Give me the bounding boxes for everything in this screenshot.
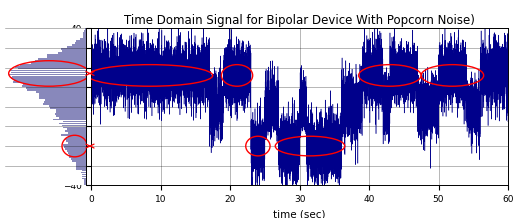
Bar bbox=[61, 48, 86, 50]
Bar bbox=[82, 177, 86, 179]
Bar bbox=[68, 132, 86, 134]
Bar bbox=[9, 73, 86, 75]
Title: Time Domain Signal for Bipolar Device With Popcorn Noise): Time Domain Signal for Bipolar Device Wi… bbox=[124, 14, 475, 27]
Bar bbox=[49, 105, 86, 107]
Bar bbox=[44, 101, 86, 103]
Bar bbox=[20, 64, 86, 66]
Bar bbox=[64, 146, 86, 148]
Bar bbox=[72, 44, 86, 46]
Bar bbox=[56, 111, 86, 113]
Bar bbox=[69, 154, 86, 156]
Bar bbox=[76, 162, 86, 164]
Bar bbox=[56, 109, 86, 111]
Bar bbox=[77, 166, 86, 168]
Bar bbox=[84, 179, 86, 181]
Bar bbox=[67, 46, 86, 48]
Bar bbox=[76, 168, 86, 170]
Bar bbox=[75, 42, 86, 44]
Bar bbox=[84, 181, 86, 183]
Bar bbox=[9, 70, 86, 72]
Bar bbox=[76, 40, 86, 42]
Bar bbox=[68, 136, 86, 138]
Bar bbox=[11, 72, 86, 73]
Bar bbox=[84, 28, 86, 30]
Bar bbox=[26, 87, 86, 89]
Bar bbox=[63, 121, 86, 123]
Bar bbox=[82, 175, 86, 177]
Bar bbox=[11, 77, 86, 79]
Bar bbox=[23, 83, 86, 85]
Bar bbox=[84, 183, 86, 185]
Bar bbox=[36, 91, 86, 93]
Bar bbox=[66, 140, 86, 142]
Bar bbox=[47, 56, 86, 58]
Bar bbox=[15, 66, 86, 68]
Bar bbox=[61, 50, 86, 52]
Bar bbox=[53, 119, 86, 121]
Bar bbox=[83, 34, 86, 36]
Bar bbox=[50, 107, 86, 109]
Bar bbox=[81, 170, 86, 172]
Bar bbox=[61, 134, 86, 136]
Bar bbox=[82, 174, 86, 175]
Bar bbox=[39, 97, 86, 99]
Bar bbox=[76, 164, 86, 166]
Bar bbox=[18, 68, 86, 70]
Bar bbox=[22, 85, 86, 87]
Bar bbox=[63, 126, 86, 128]
Bar bbox=[81, 172, 86, 174]
Bar bbox=[82, 36, 86, 38]
Y-axis label: Vn RTI (μV): Vn RTI (μV) bbox=[51, 80, 61, 134]
Bar bbox=[55, 113, 86, 115]
Bar bbox=[65, 138, 86, 140]
Bar bbox=[31, 62, 86, 64]
Bar bbox=[63, 144, 86, 146]
Bar bbox=[45, 99, 86, 101]
X-axis label: time (sec): time (sec) bbox=[274, 209, 326, 218]
Bar bbox=[39, 58, 86, 60]
Bar bbox=[47, 54, 86, 56]
Bar bbox=[11, 75, 86, 77]
Bar bbox=[59, 117, 86, 119]
Bar bbox=[68, 152, 86, 154]
Bar bbox=[43, 103, 86, 105]
Bar bbox=[35, 60, 86, 62]
Bar bbox=[65, 148, 86, 150]
Bar bbox=[67, 150, 86, 152]
Bar bbox=[72, 160, 86, 162]
Bar bbox=[14, 79, 86, 81]
Bar bbox=[39, 93, 86, 95]
Bar bbox=[56, 115, 86, 117]
Bar bbox=[69, 156, 86, 158]
Bar bbox=[27, 89, 86, 91]
Bar bbox=[13, 81, 86, 83]
Bar bbox=[67, 128, 86, 130]
Bar bbox=[65, 130, 86, 132]
Bar bbox=[82, 32, 86, 34]
Bar bbox=[58, 52, 86, 54]
Bar bbox=[84, 30, 86, 32]
Bar bbox=[39, 95, 86, 97]
Bar bbox=[59, 123, 86, 124]
Bar bbox=[71, 158, 86, 160]
Bar bbox=[63, 124, 86, 126]
Bar bbox=[68, 142, 86, 144]
Bar bbox=[80, 38, 86, 40]
